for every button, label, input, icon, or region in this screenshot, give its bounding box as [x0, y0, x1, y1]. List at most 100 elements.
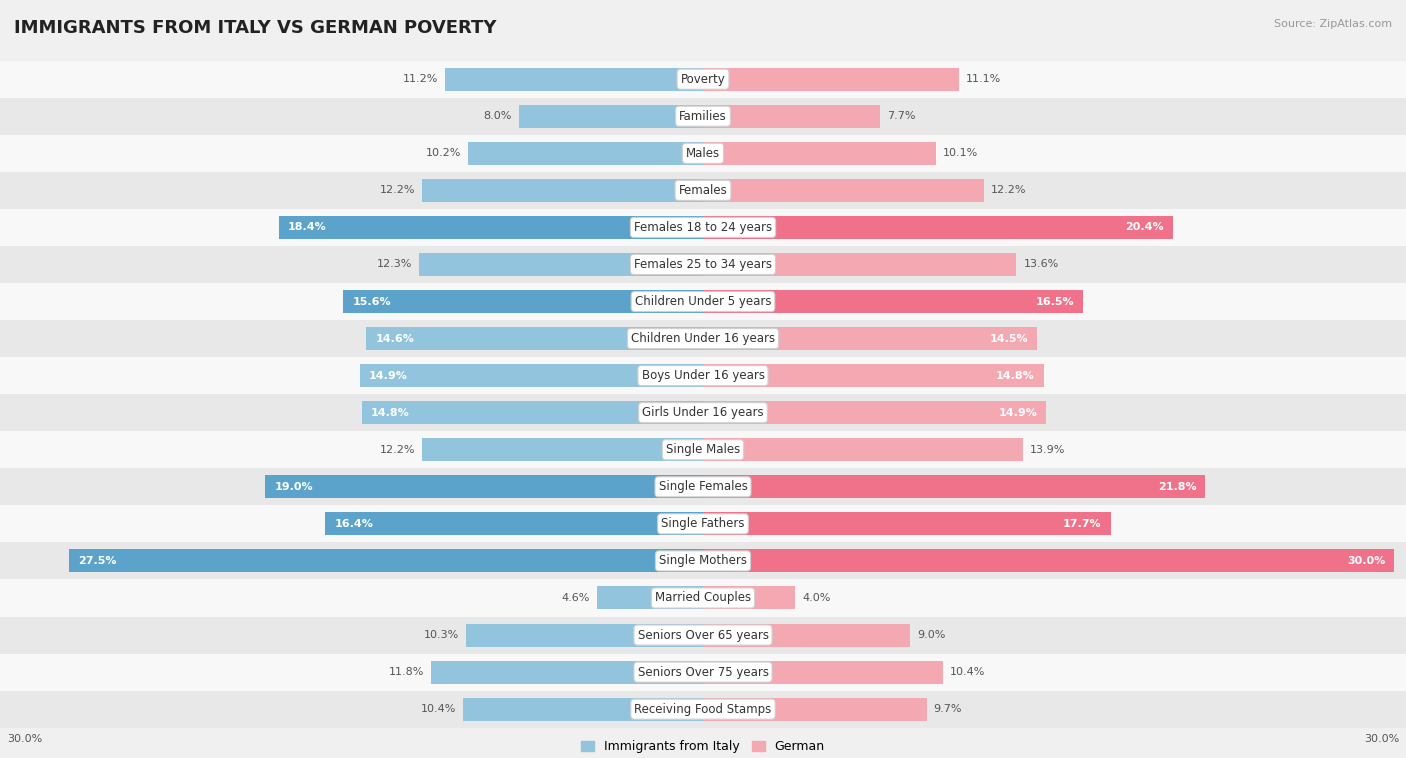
Text: 10.3%: 10.3%	[423, 630, 458, 640]
Bar	[0, 506, 1406, 543]
Bar	[69, 550, 703, 572]
Text: 12.2%: 12.2%	[380, 186, 415, 196]
Legend: Immigrants from Italy, German: Immigrants from Italy, German	[576, 735, 830, 758]
Bar	[0, 543, 1406, 579]
Bar	[444, 67, 703, 91]
Text: 4.6%: 4.6%	[561, 593, 591, 603]
Bar	[0, 246, 1406, 283]
Text: Girls Under 16 years: Girls Under 16 years	[643, 406, 763, 419]
Bar	[0, 209, 1406, 246]
Text: 9.0%: 9.0%	[917, 630, 946, 640]
Bar	[0, 468, 1406, 506]
Bar	[0, 98, 1406, 135]
Text: 8.0%: 8.0%	[484, 111, 512, 121]
Text: Families: Families	[679, 110, 727, 123]
Text: 16.5%: 16.5%	[1035, 296, 1074, 306]
Text: IMMIGRANTS FROM ITALY VS GERMAN POVERTY: IMMIGRANTS FROM ITALY VS GERMAN POVERTY	[14, 19, 496, 37]
Bar	[465, 624, 703, 647]
Bar	[703, 179, 984, 202]
Bar	[0, 616, 1406, 653]
Bar	[0, 357, 1406, 394]
Text: Seniors Over 65 years: Seniors Over 65 years	[637, 628, 769, 641]
Text: 13.9%: 13.9%	[1031, 445, 1066, 455]
Text: 16.4%: 16.4%	[335, 519, 373, 529]
Text: 9.7%: 9.7%	[934, 704, 962, 714]
Text: 15.6%: 15.6%	[353, 296, 391, 306]
Text: 10.4%: 10.4%	[420, 704, 457, 714]
Bar	[598, 587, 703, 609]
Bar	[703, 587, 796, 609]
Text: Children Under 5 years: Children Under 5 years	[634, 295, 772, 308]
Bar	[367, 327, 703, 350]
Text: 14.6%: 14.6%	[375, 334, 415, 343]
Bar	[703, 290, 1083, 313]
Text: 14.8%: 14.8%	[997, 371, 1035, 381]
Text: 11.8%: 11.8%	[388, 667, 425, 677]
Bar	[0, 394, 1406, 431]
Text: Females 18 to 24 years: Females 18 to 24 years	[634, 221, 772, 234]
Text: 21.8%: 21.8%	[1157, 482, 1197, 492]
Bar	[703, 67, 959, 91]
Bar	[0, 431, 1406, 468]
Text: 13.6%: 13.6%	[1024, 259, 1059, 269]
Bar	[464, 697, 703, 721]
Bar	[703, 475, 1205, 498]
Bar	[361, 401, 703, 424]
Text: 17.7%: 17.7%	[1063, 519, 1102, 529]
Bar	[432, 661, 703, 684]
Text: 18.4%: 18.4%	[288, 222, 326, 233]
Text: Source: ZipAtlas.com: Source: ZipAtlas.com	[1274, 19, 1392, 29]
Bar	[703, 105, 880, 127]
Bar	[0, 691, 1406, 728]
Text: Females: Females	[679, 184, 727, 197]
Text: 11.2%: 11.2%	[402, 74, 437, 84]
Text: Single Females: Single Females	[658, 481, 748, 493]
Bar	[703, 661, 942, 684]
Text: 7.7%: 7.7%	[887, 111, 915, 121]
Text: Seniors Over 75 years: Seniors Over 75 years	[637, 666, 769, 678]
Text: Single Fathers: Single Fathers	[661, 518, 745, 531]
Bar	[703, 512, 1111, 535]
Bar	[0, 135, 1406, 172]
Bar	[360, 364, 703, 387]
Text: 20.4%: 20.4%	[1125, 222, 1164, 233]
Bar	[703, 364, 1045, 387]
Text: 12.2%: 12.2%	[991, 186, 1026, 196]
Text: 30.0%: 30.0%	[1347, 556, 1385, 566]
Bar	[703, 327, 1038, 350]
Bar	[278, 216, 703, 239]
Text: Children Under 16 years: Children Under 16 years	[631, 332, 775, 345]
Text: 10.1%: 10.1%	[942, 149, 979, 158]
Bar	[0, 283, 1406, 320]
Bar	[703, 438, 1024, 461]
Bar	[519, 105, 703, 127]
Text: 10.2%: 10.2%	[426, 149, 461, 158]
Text: Boys Under 16 years: Boys Under 16 years	[641, 369, 765, 382]
Bar	[0, 172, 1406, 209]
Text: Single Males: Single Males	[666, 443, 740, 456]
Bar	[343, 290, 703, 313]
Bar	[422, 179, 703, 202]
Text: 27.5%: 27.5%	[79, 556, 117, 566]
Bar	[703, 550, 1395, 572]
Text: 19.0%: 19.0%	[274, 482, 314, 492]
Bar	[0, 320, 1406, 357]
Bar	[266, 475, 703, 498]
Text: 11.1%: 11.1%	[966, 74, 1001, 84]
Bar	[0, 61, 1406, 98]
Bar	[703, 697, 927, 721]
Text: 12.2%: 12.2%	[380, 445, 415, 455]
Text: 4.0%: 4.0%	[801, 593, 831, 603]
Bar	[703, 253, 1017, 276]
Bar	[422, 438, 703, 461]
Text: 14.5%: 14.5%	[990, 334, 1028, 343]
Bar	[325, 512, 703, 535]
Bar	[703, 401, 1046, 424]
Bar	[468, 142, 703, 164]
Text: Receiving Food Stamps: Receiving Food Stamps	[634, 703, 772, 716]
Bar	[0, 579, 1406, 616]
Text: 12.3%: 12.3%	[377, 259, 412, 269]
Text: 14.9%: 14.9%	[998, 408, 1038, 418]
Text: Poverty: Poverty	[681, 73, 725, 86]
Text: 30.0%: 30.0%	[1364, 734, 1399, 744]
